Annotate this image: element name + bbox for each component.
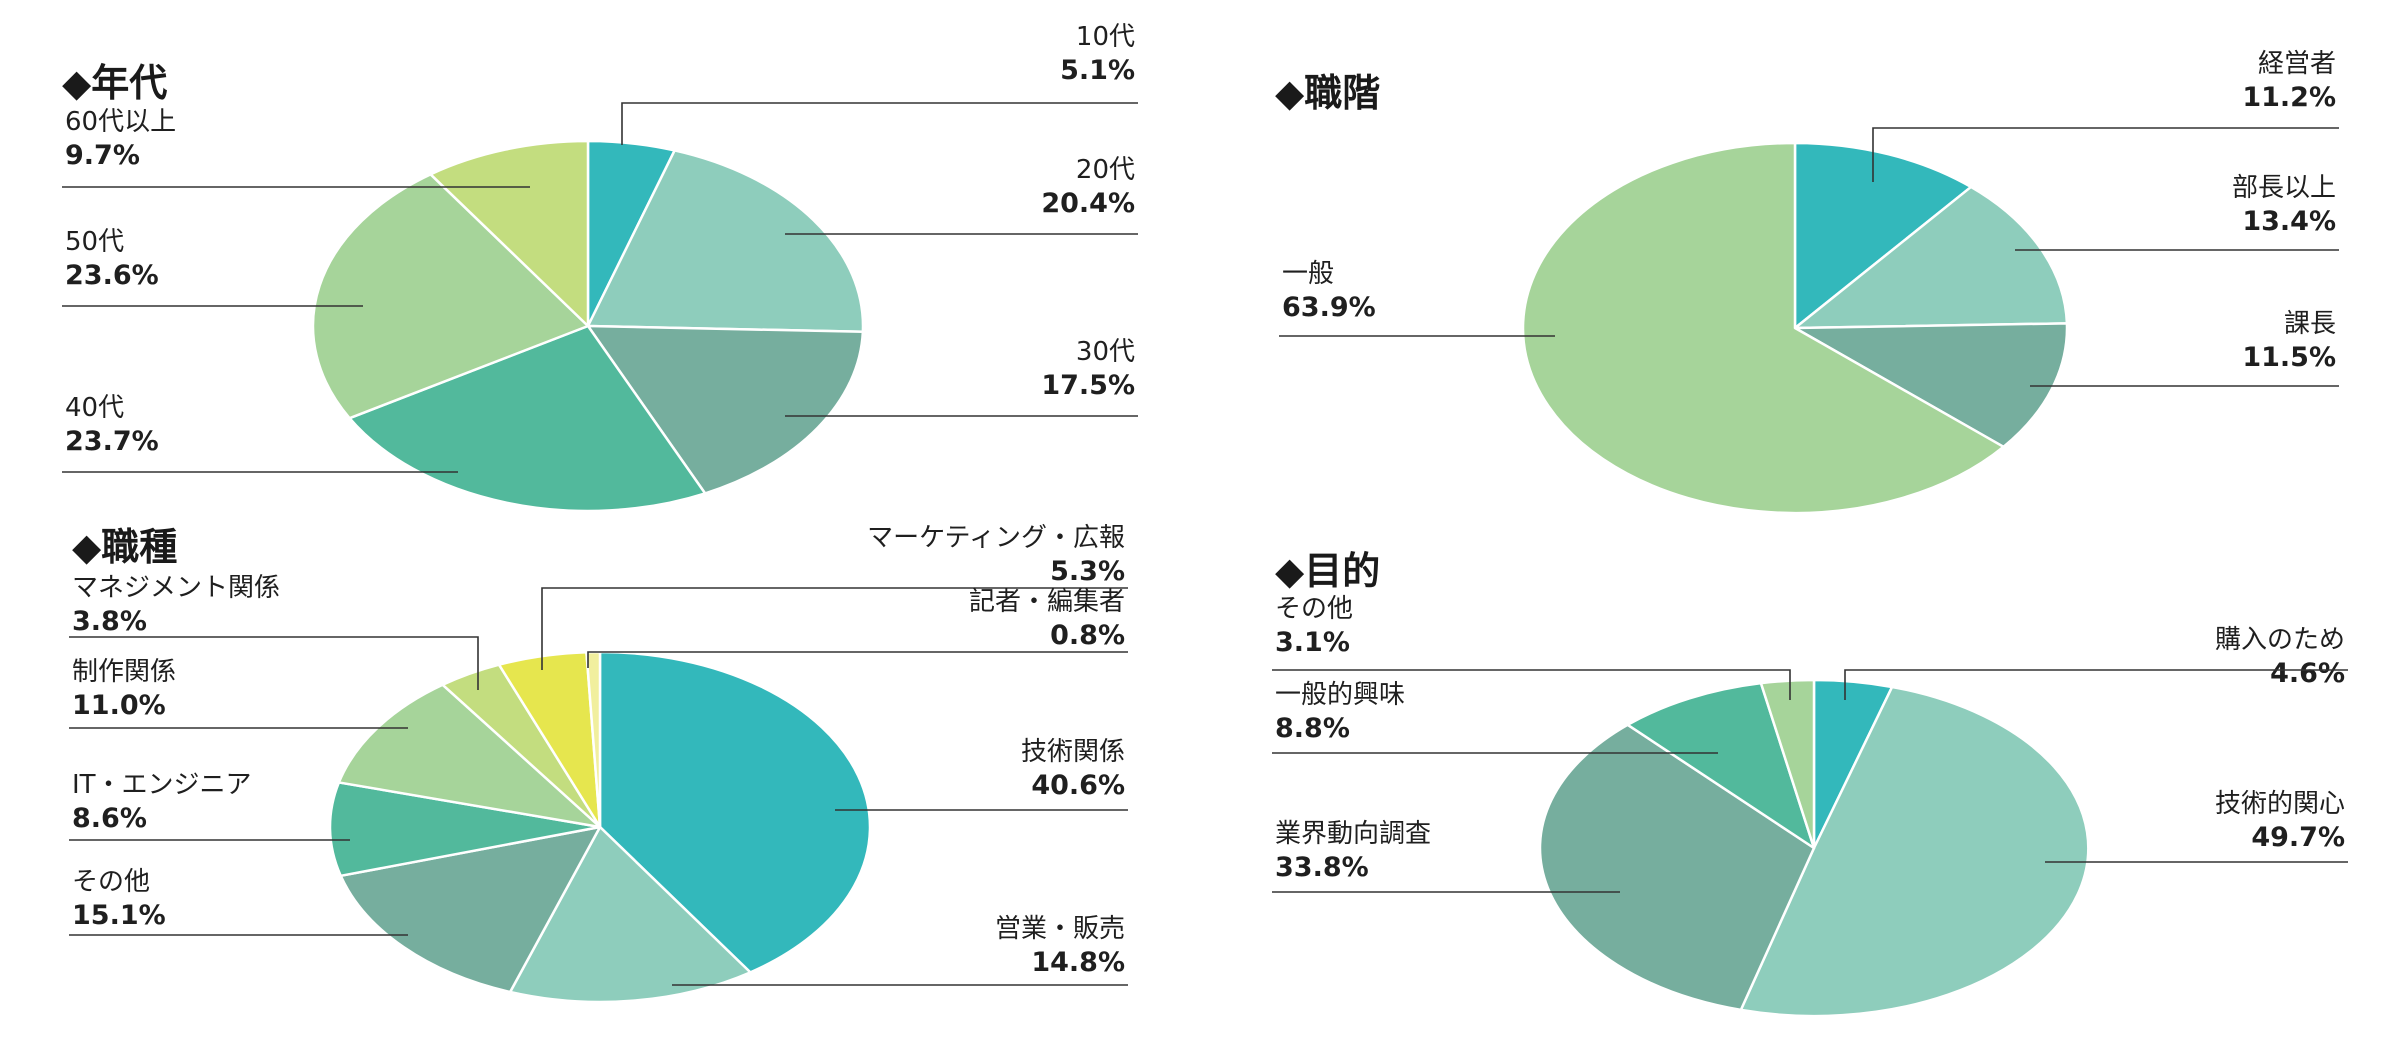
slice-value-age-1: 20.4% [1041, 188, 1135, 219]
slice-value-purpose-4: 3.1% [1275, 627, 1350, 658]
slice-value-occupation-6: 5.3% [1050, 556, 1125, 587]
slice-value-purpose-3: 8.8% [1275, 713, 1350, 744]
leader-line-occupation-5 [69, 636, 479, 690]
slice-label-age-2: 30代 [1076, 337, 1135, 367]
slice-label-occupation-3: IT・エンジニア [72, 770, 252, 800]
slice-value-occupation-3: 8.6% [72, 803, 147, 834]
slice-value-occupation-2: 15.1% [72, 900, 166, 931]
slice-value-occupation-0: 40.6% [1031, 770, 1125, 801]
slice-value-age-0: 5.1% [1060, 55, 1135, 86]
slice-value-occupation-1: 14.8% [1031, 947, 1125, 978]
chart-title-age: ◆年代 [62, 61, 167, 105]
slice-label-occupation-6: マーケティング・広報 [867, 523, 1125, 553]
slice-label-purpose-4: その他 [1275, 594, 1353, 624]
slice-label-occupation-4: 制作関係 [72, 657, 176, 687]
chart-title-position: ◆職階 [1275, 71, 1380, 115]
leader-line-age-0 [621, 102, 1138, 145]
pie-slice-occupation-1 [508, 825, 752, 1004]
slice-label-age-4: 50代 [65, 227, 124, 257]
slice-value-purpose-1: 49.7% [2251, 822, 2345, 853]
leader-line-occupation-6 [541, 587, 1128, 670]
slice-value-age-5: 9.7% [65, 140, 140, 171]
slice-value-position-2: 11.5% [2242, 342, 2336, 373]
slice-label-purpose-1: 技術的関心 [2215, 789, 2345, 819]
slice-label-age-3: 40代 [65, 393, 124, 423]
slice-value-position-0: 11.2% [2242, 82, 2336, 113]
slice-value-purpose-2: 33.8% [1275, 852, 1369, 883]
slice-value-occupation-4: 11.0% [72, 690, 166, 721]
slice-label-age-5: 60代以上 [65, 107, 176, 137]
slice-label-purpose-2: 業界動向調査 [1275, 819, 1431, 849]
slice-label-purpose-3: 一般的興味 [1275, 680, 1405, 710]
pie-slice-age-4 [311, 173, 590, 420]
pie-slice-occupation-3 [328, 781, 602, 878]
slice-label-age-0: 10代 [1076, 22, 1135, 52]
pie-slice-purpose-4 [1759, 678, 1816, 850]
pie-slice-position-3 [1521, 141, 2005, 515]
slice-label-position-0: 経営者 [2258, 49, 2336, 79]
pie-slice-purpose-1 [1739, 685, 2090, 1018]
slice-value-age-4: 23.6% [65, 260, 159, 291]
slice-value-age-2: 17.5% [1041, 370, 1135, 401]
chart-title-purpose: ◆目的 [1275, 549, 1380, 593]
slice-value-position-3: 63.9% [1282, 292, 1376, 323]
slice-label-position-2: 課長 [2284, 309, 2336, 339]
leader-line-occupation-7 [587, 651, 1128, 668]
pie-slice-age-3 [348, 324, 707, 513]
slice-value-purpose-0: 4.6% [2270, 658, 2345, 689]
slice-label-occupation-5: マネジメント関係 [72, 573, 280, 603]
slice-label-position-3: 一般 [1282, 259, 1334, 289]
leader-line-purpose-4 [1272, 669, 1791, 700]
slice-label-age-1: 20代 [1076, 155, 1135, 185]
slice-value-occupation-5: 3.8% [72, 606, 147, 637]
slice-label-occupation-0: 技術関係 [1021, 737, 1125, 767]
pie-slice-position-0 [1793, 141, 1973, 330]
slice-label-occupation-7: 記者・編集者 [969, 587, 1125, 617]
slice-value-occupation-7: 0.8% [1050, 620, 1125, 651]
slice-label-occupation-2: その他 [72, 867, 150, 897]
pie-slice-purpose-3 [1626, 681, 1816, 850]
slice-label-occupation-1: 営業・販売 [995, 914, 1125, 944]
chart-title-occupation: ◆職種 [72, 525, 177, 569]
leader-line-position-0 [1872, 127, 2339, 182]
pie-slice-purpose-2 [1538, 723, 1816, 1012]
slice-value-age-3: 23.7% [65, 426, 159, 457]
slice-label-position-1: 部長以上 [2232, 173, 2336, 203]
pie-slice-occupation-0 [598, 650, 872, 974]
pie-slice-position-1 [1793, 185, 2069, 330]
leader-line-purpose-0 [1844, 669, 2348, 700]
pie-slice-age-2 [586, 324, 865, 495]
pie-slice-age-1 [586, 149, 865, 334]
slice-label-purpose-0: 購入のため [2215, 625, 2345, 655]
pie-slice-position-2 [1793, 322, 2069, 449]
slice-value-position-1: 13.4% [2242, 206, 2336, 237]
pie-slice-occupation-2 [339, 825, 602, 994]
